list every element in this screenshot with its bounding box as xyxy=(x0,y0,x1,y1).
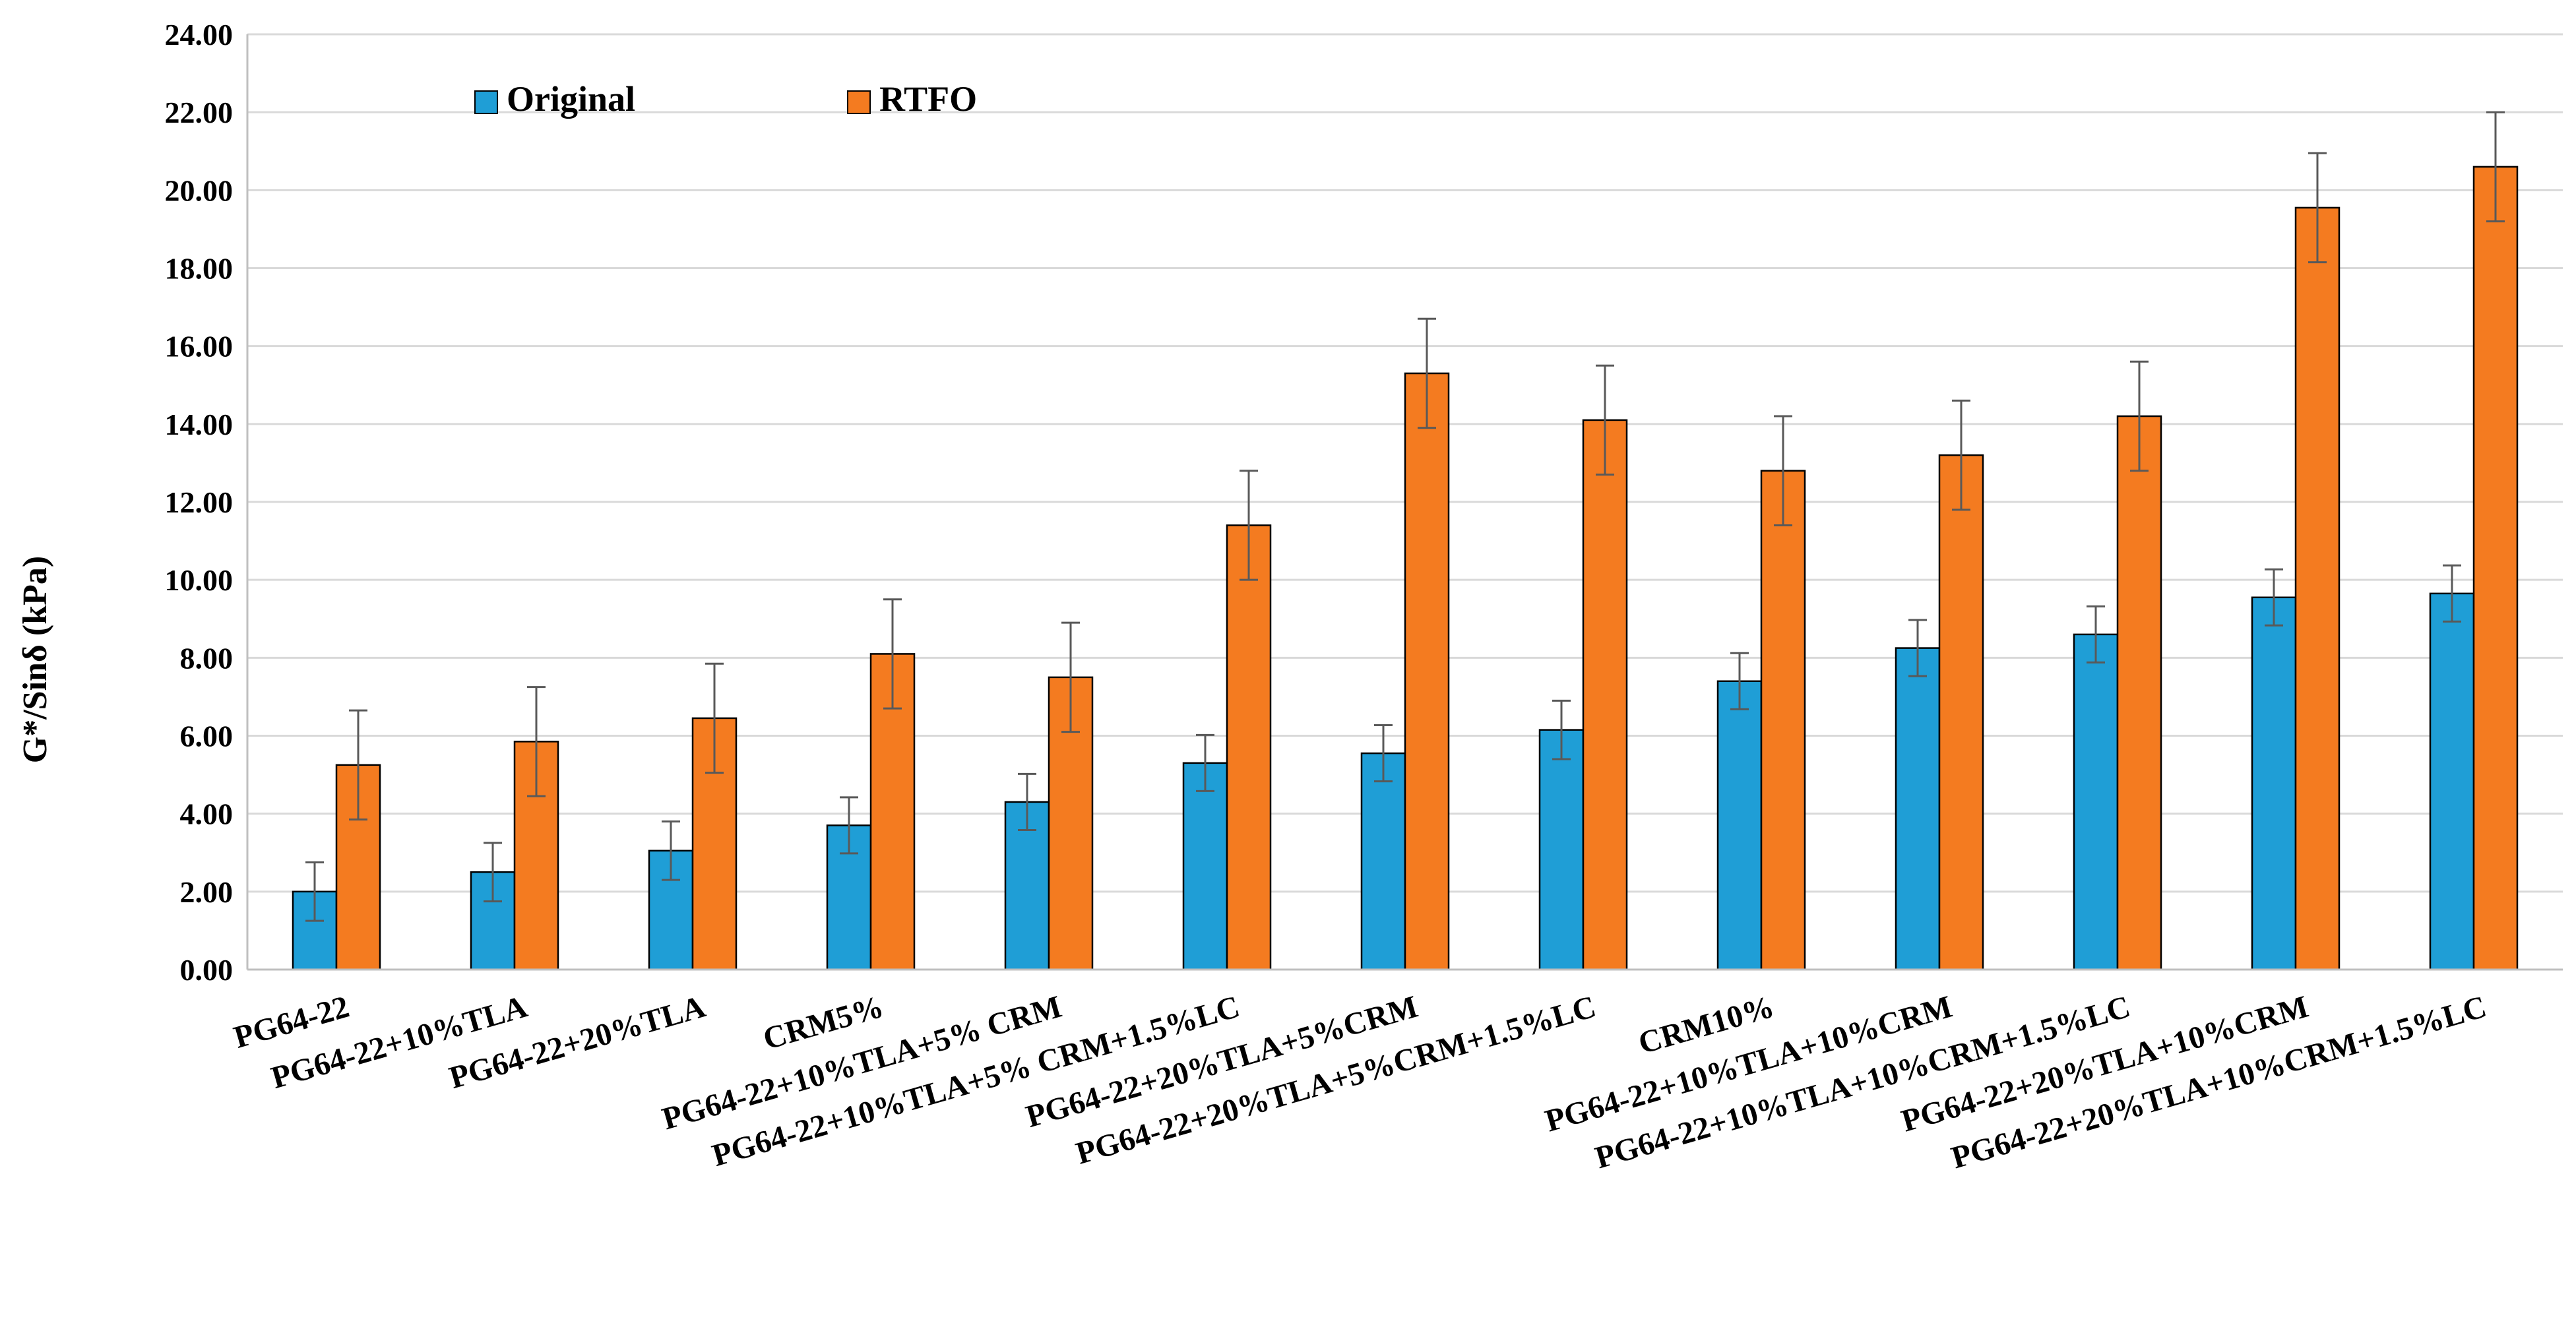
error-bar-rtfo xyxy=(705,662,724,774)
bar-rtfo xyxy=(1938,454,1984,971)
error-bar-rtfo xyxy=(1240,470,1258,581)
y-tick-label: 18.00 xyxy=(165,252,234,286)
y-tick-label: 4.00 xyxy=(180,797,234,831)
y-tick-label: 24.00 xyxy=(165,18,234,51)
y-tick-label: 10.00 xyxy=(165,563,234,597)
error-bar-rtfo xyxy=(883,598,902,710)
error-bar-rtfo xyxy=(1061,621,1080,733)
error-bar-rtfo xyxy=(2308,152,2327,264)
error-bar-original xyxy=(840,796,858,855)
error-bar-original xyxy=(484,842,502,903)
y-axis-title: G*/Sinδ (kPa) xyxy=(16,556,54,764)
bar-original xyxy=(1716,680,1763,971)
error-bar-rtfo xyxy=(1952,399,1970,511)
error-bar-rtfo xyxy=(2130,360,2149,472)
bar-layer xyxy=(292,166,2519,971)
y-tick-label: 20.00 xyxy=(165,173,234,207)
y-tick-label: 6.00 xyxy=(180,720,234,753)
y-tick-label: 8.00 xyxy=(180,641,234,675)
legend-swatch xyxy=(474,90,498,114)
error-bar-rtfo xyxy=(1596,364,1614,476)
bar-original xyxy=(1538,729,1585,971)
bar-original xyxy=(2251,596,2297,971)
y-tick-label: 22.00 xyxy=(165,96,234,129)
bar-rtfo xyxy=(1582,419,1628,971)
error-bar-rtfo xyxy=(1418,317,1436,429)
error-bar-original xyxy=(2443,564,2461,623)
error-bar-rtfo xyxy=(527,686,546,797)
bar-rtfo xyxy=(2116,415,2162,971)
error-bar-rtfo xyxy=(1774,415,1792,526)
error-bar-layer xyxy=(305,111,2505,922)
bar-rtfo xyxy=(1404,372,1450,971)
error-bar-original xyxy=(1552,699,1571,760)
legend-item-rtfo: RTFO xyxy=(847,79,977,119)
error-bar-original xyxy=(305,861,324,922)
bar-rtfo xyxy=(1226,524,1272,971)
legend: Original RTFO xyxy=(474,79,977,119)
bar-original xyxy=(2429,592,2475,971)
error-bar-rtfo xyxy=(349,709,367,821)
legend-swatch xyxy=(847,90,871,114)
bar-rtfo xyxy=(2294,206,2340,971)
error-bar-rtfo xyxy=(2486,111,2505,223)
error-bar-original xyxy=(2087,605,2105,664)
y-tick-label: 16.00 xyxy=(165,330,234,363)
error-bar-original xyxy=(1196,733,1214,792)
y-tick-label: 12.00 xyxy=(165,485,234,519)
bar-original xyxy=(2073,633,2119,971)
error-bar-original xyxy=(1730,652,1749,710)
y-tick-label: 0.00 xyxy=(180,953,234,987)
bar-original xyxy=(1895,647,1941,971)
error-bar-original xyxy=(1908,619,1927,677)
bar-original xyxy=(1360,752,1406,971)
legend-item-original: Original xyxy=(474,79,635,119)
error-bar-original xyxy=(662,820,680,881)
error-bar-original xyxy=(2265,568,2283,627)
legend-label: Original xyxy=(507,79,635,119)
axis-layer xyxy=(246,34,2563,971)
error-bar-original xyxy=(1018,772,1036,831)
bar-rtfo xyxy=(2472,166,2519,971)
error-bar-original xyxy=(1374,724,1393,783)
legend-label: RTFO xyxy=(879,79,977,119)
y-tick-label: 14.00 xyxy=(165,408,234,441)
y-tick-label: 2.00 xyxy=(180,875,234,909)
bar-original xyxy=(1182,762,1228,971)
bar-rtfo xyxy=(1760,470,1806,971)
